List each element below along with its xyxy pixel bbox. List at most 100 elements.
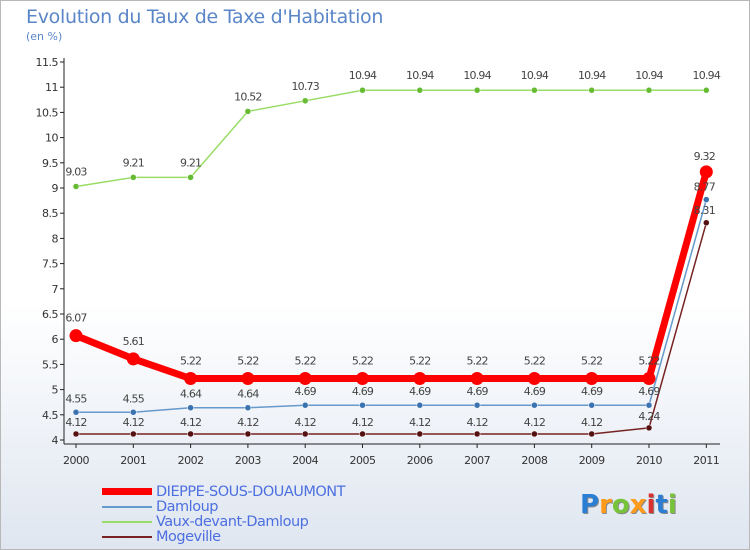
data-label: 4.24 [638,410,660,423]
data-label: 4.12 [581,416,602,429]
data-label: 10.94 [349,69,377,82]
y-tick-label: 9.5 [42,157,58,170]
chart-subtitle: (en %) [26,30,63,43]
data-label: 9.03 [65,165,87,178]
data-point [187,174,194,181]
data-point [244,430,252,438]
data-label: 5.22 [180,355,201,368]
data-label: 4.12 [123,416,144,429]
data-point [588,430,595,438]
data-label: 10.73 [291,80,319,93]
legend-label: Damloup [156,498,218,515]
legend-item: Vaux-devant-Damloup [102,513,345,530]
x-tick-label: 2004 [292,454,318,467]
data-label: 5.22 [352,355,373,368]
data-point [359,86,366,94]
chart-legend: DIEPPE-SOUS-DOUAUMONT Damloup Vaux-devant-… [102,483,346,545]
y-tick-label: 6 [52,333,59,346]
y-tick-label: 8.5 [42,207,58,220]
data-point [473,401,481,409]
y-tick-label: 11.5 [36,56,59,69]
data-label: 4.12 [409,416,430,429]
x-tick-label: 2001 [120,454,146,467]
data-point [301,430,309,438]
data-label: 4.69 [466,385,488,398]
y-tick-label: 8 [52,232,59,245]
data-label: 10.94 [521,69,549,82]
data-label: 5.22 [638,355,659,368]
data-point [531,401,538,409]
data-point [527,372,541,386]
data-point [531,430,538,438]
data-point [703,219,710,227]
y-tick-label: 9 [52,182,59,195]
data-point [69,329,83,343]
legend-item: Damloup [102,498,345,515]
legend-swatch [102,505,152,508]
data-label: 4.12 [295,416,316,429]
data-point [72,183,80,190]
data-label: 9.21 [123,156,144,169]
legend-swatch [102,488,152,495]
legend-label: Vaux-devant-Damloup [156,513,309,530]
x-tick-label: 2000 [63,454,89,467]
data-point [130,409,137,416]
data-label: 6.07 [65,312,87,325]
data-point [359,401,366,409]
data-point [130,174,137,181]
data-point [473,86,481,94]
data-label: 5.22 [295,355,316,368]
x-tick-label: 2011 [693,454,719,467]
data-point [356,372,369,386]
legend-item: DIEPPE-SOUS-DOUAUMONT [102,483,346,500]
data-point [184,372,198,386]
series-line [76,222,708,435]
y-tick-label: 11 [45,81,58,94]
proxiti-logo: Proxiti [580,490,677,520]
y-tick-label: 5 [52,384,59,397]
data-label: 5.22 [237,355,258,368]
data-point [416,430,424,438]
data-point [241,372,255,386]
y-tick-label: 4 [52,434,59,447]
data-point [699,165,713,179]
legend-label: Mogeville [156,528,221,545]
data-point [473,430,481,438]
data-label: 9.21 [180,156,201,169]
legend-label: DIEPPE-SOUS-DOUAUMONT [156,483,346,500]
data-label: 4.69 [352,385,374,398]
data-label: 5.22 [581,355,602,368]
data-label: 4.12 [65,416,86,429]
x-tick-label: 2006 [407,454,433,467]
x-tick-label: 2008 [521,454,547,467]
y-tick-label: 4.5 [42,409,58,422]
data-point [642,372,656,386]
data-label: 4.69 [581,385,603,398]
x-tick-label: 2009 [579,454,605,467]
data-label: 4.69 [295,385,317,398]
data-label: 4.12 [524,416,545,429]
data-label: 5.22 [524,355,545,368]
data-point [301,401,309,409]
data-point [645,424,653,432]
data-label: 4.64 [237,388,259,401]
data-label: 9.32 [694,150,715,163]
data-point [416,401,424,409]
legend-swatch [102,520,152,523]
data-point [359,430,366,438]
data-label: 4.64 [180,388,202,401]
data-label: 5.22 [409,355,430,368]
data-label: 4.69 [638,385,660,398]
data-point [531,86,538,94]
legend-item: Mogeville [102,528,345,545]
data-label: 10.94 [406,69,434,82]
y-tick-label: 10 [45,132,58,145]
data-point [244,108,252,115]
y-tick-label: 7.5 [42,258,58,271]
series-line [75,89,707,188]
data-label: 4.12 [466,416,487,429]
x-tick-label: 2002 [178,454,204,467]
data-point [703,196,710,203]
